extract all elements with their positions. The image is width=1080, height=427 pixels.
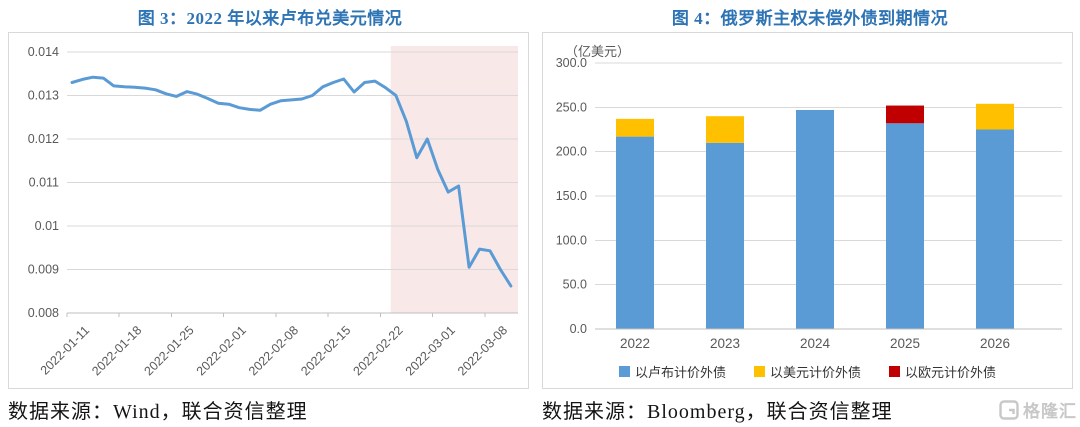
y-axis-tick-label: 150.0 [556, 189, 587, 203]
left-data-source: 数据来源：Wind，联合资信整理 [8, 401, 308, 423]
left-chart-title: 图 3：2022 年以来卢布兑美元情况 [137, 9, 403, 28]
bar-segment [796, 109, 834, 329]
watermark-text: 格隆汇 [1023, 402, 1077, 421]
x-axis-category-label: 2025 [890, 336, 920, 351]
legend-label: 以欧元计价外债 [905, 365, 997, 380]
bar-chart-canvas: 300.0 250.0 200.0 150.0 100.0 50.0 0.0 2022 2023… [556, 56, 1062, 351]
x-axis-tick-label: 2022-02-15 [298, 323, 353, 378]
y-axis-tick-label: 0.014 [28, 45, 59, 59]
y-axis-tick-label: 0.009 [28, 263, 59, 277]
legend-item: 以美元计价外债 [753, 362, 861, 381]
y-axis-tick-label: 100.0 [556, 233, 587, 247]
x-axis-category-label: 2024 [800, 336, 831, 351]
y-axis-tick-label: 300.0 [556, 56, 587, 70]
y-axis-tick-label: 0.011 [29, 176, 59, 190]
y-axis-tick-label: 0.01 [35, 219, 59, 233]
legend-item: 以卢布计价外债 [618, 362, 726, 381]
y-axis-tick-label: 200.0 [556, 145, 587, 159]
x-axis-tick-label: 2022-02-08 [246, 323, 301, 378]
bar-segment [976, 129, 1014, 329]
legend-label: 以卢布计价外债 [634, 365, 726, 380]
y-axis-tick-label: 250.0 [556, 100, 587, 114]
legend-swatch-icon [889, 366, 900, 377]
legend-swatch-icon [753, 366, 765, 377]
y-axis-unit-label: （亿美元） [565, 44, 631, 59]
x-axis-tick-label: 2022-01-25 [142, 323, 197, 378]
highlight-region [390, 46, 518, 313]
bar-segment [616, 118, 654, 137]
x-axis-tick-label: 2022-03-08 [455, 323, 510, 378]
debt-maturity-bar-chart: （亿美元） 300.0 250.0 200.0 150.0 100.0 50.0 0.0 20… [542, 32, 1073, 389]
glonghui-logo-icon [999, 399, 1019, 420]
legend-swatch-icon [618, 366, 630, 377]
legend-item: 以欧元计价外债 [889, 362, 996, 381]
x-axis-tick-label: 2022-01-11 [38, 323, 92, 377]
x-axis-category-label: 2023 [710, 336, 740, 351]
y-axis-tick-label: 0.013 [28, 89, 59, 103]
x-axis-tick-label: 2022-02-01 [194, 323, 249, 378]
bar-segment [886, 123, 924, 329]
y-axis-tick-label: 0.008 [28, 306, 59, 320]
x-axis-tick-label: 2022-01-18 [89, 323, 144, 378]
x-axis-category-label: 2022 [620, 336, 650, 351]
x-axis-tick-label: 2022-02-22 [351, 323, 406, 378]
exchange-rate-line [70, 75, 513, 288]
bar-segment [886, 105, 924, 124]
bar-segment [706, 116, 744, 143]
y-axis-tick-label: 0.012 [28, 132, 59, 146]
right-chart-title: 图 4：俄罗斯主权未偿外债到期情况 [671, 9, 949, 28]
bar-segment [616, 136, 654, 329]
x-axis-category-label: 2026 [980, 336, 1010, 351]
bar-segment [706, 142, 744, 329]
legend-label: 以美元计价外债 [769, 365, 861, 380]
y-axis-tick-label: 50.0 [563, 278, 587, 292]
glonghui-watermark: 格隆汇 [999, 397, 1077, 422]
bar-chart-legend: 以卢布计价外债 以美元计价外债 以欧元计价外债 [543, 362, 1072, 381]
line-chart-canvas: 0.014 0.013 0.012 0.011 0.01 0.009 0.008 2022-0… [28, 45, 518, 378]
y-axis-tick-label: 0.0 [570, 322, 587, 336]
rub-usd-line-chart: 0.014 0.013 0.012 0.011 0.01 0.009 0.008 2022-0… [8, 32, 529, 389]
right-data-source: 数据来源：Bloomberg，联合资信整理 [542, 401, 893, 423]
bar-segment [976, 103, 1014, 130]
x-axis-tick-label: 2022-03-01 [403, 323, 458, 378]
